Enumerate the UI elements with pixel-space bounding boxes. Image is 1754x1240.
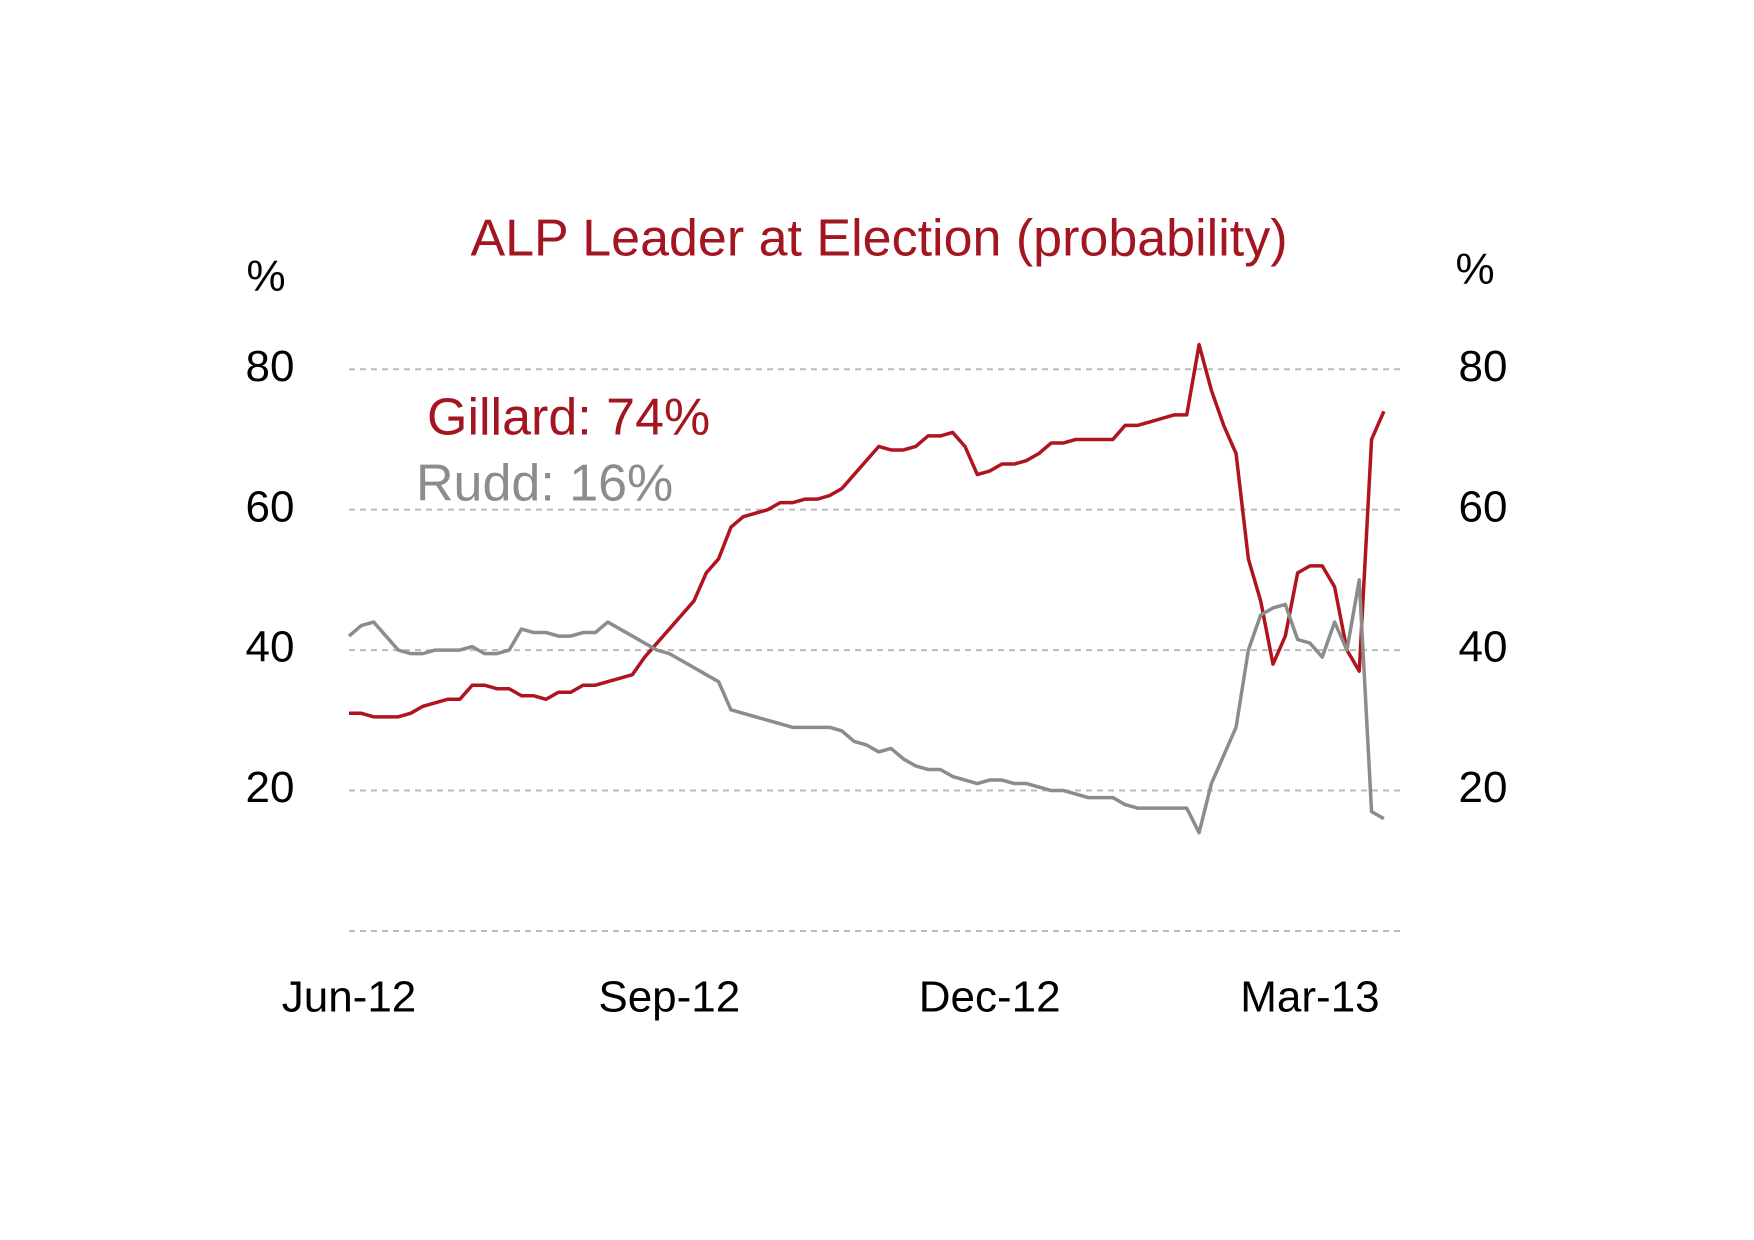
chart-title: ALP Leader at Election (probability) — [470, 210, 1287, 268]
annotation: Rudd: 16% — [416, 455, 673, 513]
y-tick-label: 60 — [246, 482, 295, 531]
y2-axis-label: % — [1455, 245, 1494, 294]
x-tick-label: Mar-13 — [1240, 973, 1379, 1022]
y2-tick-label: 80 — [1459, 342, 1508, 391]
y-tick-label: 80 — [246, 342, 295, 391]
x-tick-label: Jun-12 — [282, 973, 417, 1022]
x-tick-label: Sep-12 — [598, 973, 740, 1022]
y2-tick-label: 20 — [1459, 763, 1508, 812]
line-series — [349, 342, 1386, 719]
y2-tick-label: 60 — [1459, 482, 1508, 531]
y-tick-label: 20 — [246, 763, 295, 812]
x-tick-label: Dec-12 — [919, 973, 1061, 1022]
y2-tick-label: 40 — [1459, 623, 1508, 672]
annotation: Gillard: 74% — [427, 389, 710, 447]
y-axis-label: % — [246, 252, 285, 301]
y-tick-label: 40 — [246, 623, 295, 672]
line-series — [347, 578, 1385, 835]
